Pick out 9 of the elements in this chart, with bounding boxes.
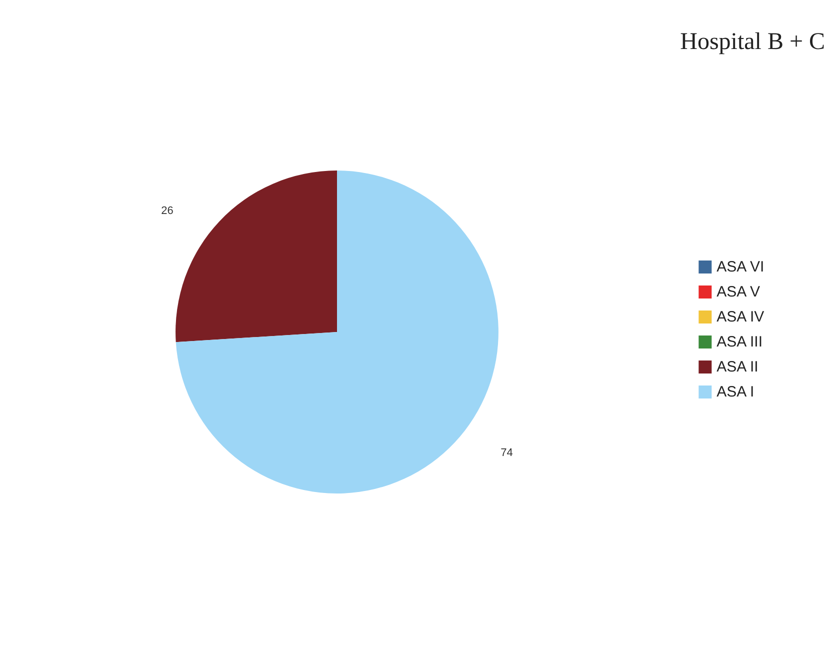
legend-label: ASA II (716, 358, 758, 376)
legend-label: ASA IV (716, 308, 764, 326)
chart-title: Hospital B + C (680, 29, 826, 55)
legend-label: ASA VI (716, 258, 764, 276)
data-label: 74 (500, 446, 513, 459)
legend-label: ASA I (716, 384, 754, 400)
data-label: 26 (161, 205, 174, 218)
legend-label: ASA III (716, 334, 763, 350)
legend-label: ASA V (716, 284, 760, 300)
